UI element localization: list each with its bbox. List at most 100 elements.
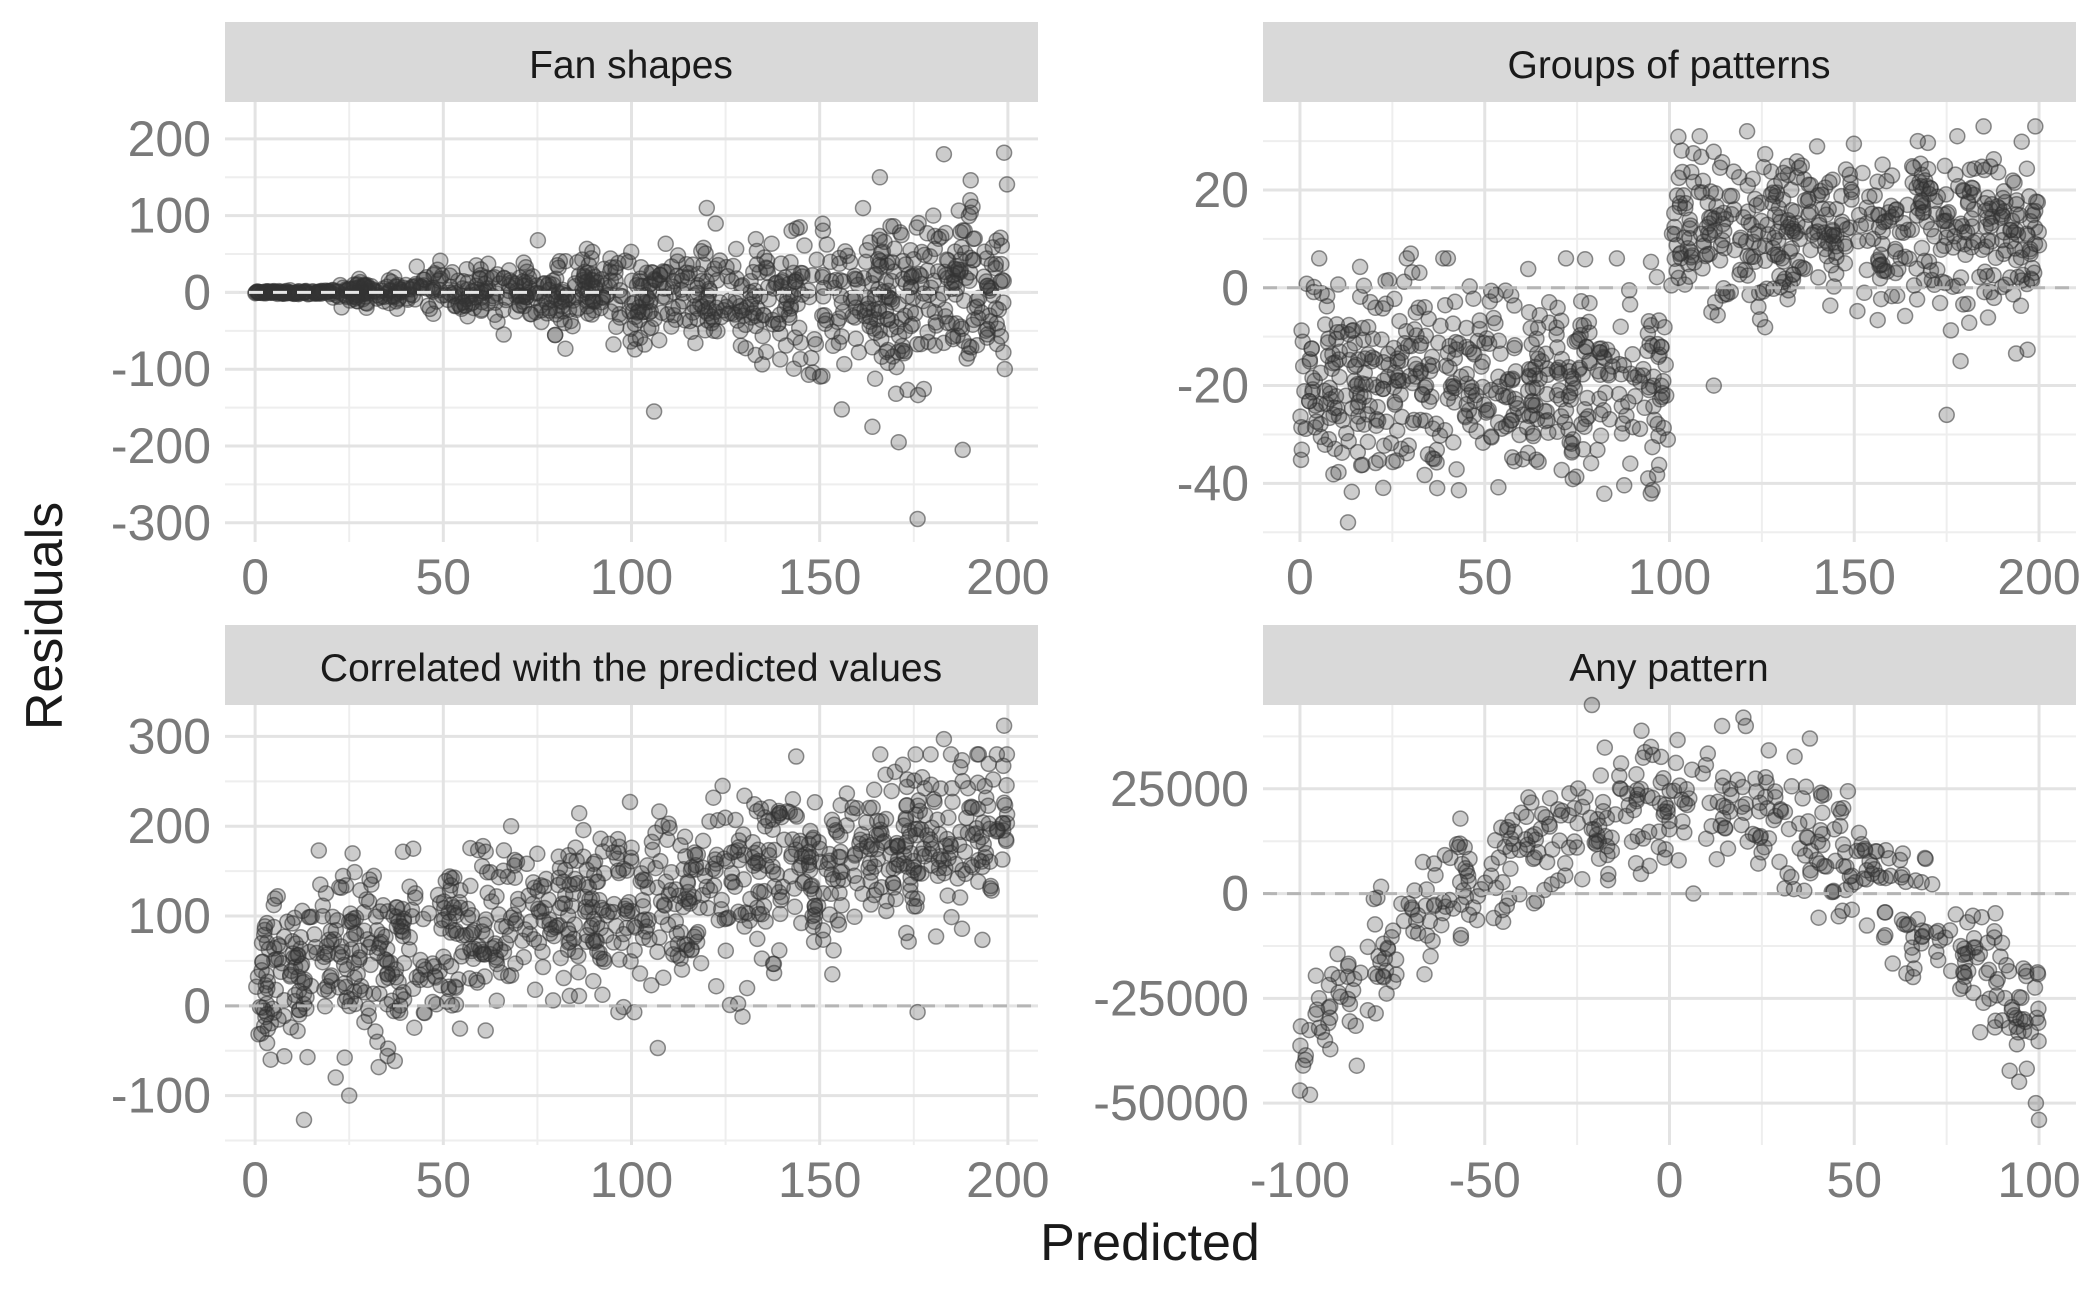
groups-of-patterns-point bbox=[1861, 188, 1878, 205]
groups-of-patterns-point bbox=[1465, 290, 1482, 307]
any-pattern-point bbox=[1729, 771, 1747, 789]
correlated-with-predicted-point bbox=[492, 941, 509, 959]
groups-of-patterns-point bbox=[1753, 212, 1770, 230]
any-pattern-point bbox=[1667, 754, 1685, 772]
groups-of-patterns-point bbox=[1642, 253, 1660, 271]
any-pattern-point bbox=[1291, 1082, 1309, 1099]
groups-of-patterns-point bbox=[1293, 441, 1311, 458]
any-pattern-point bbox=[2030, 1000, 2047, 1018]
any-pattern-point bbox=[1708, 850, 1726, 868]
correlated-with-predicted-point bbox=[749, 841, 767, 859]
fan-shapes-point bbox=[962, 172, 979, 189]
groups-of-patterns-point bbox=[1960, 314, 1978, 332]
groups-of-patterns-point bbox=[1825, 226, 1843, 244]
panel-fan-shapes-title: Fan shapes bbox=[529, 44, 733, 87]
correlated-with-predicted-point bbox=[515, 948, 533, 966]
groups-of-patterns-point bbox=[1612, 318, 1629, 335]
groups-of-patterns-point bbox=[1610, 385, 1628, 403]
any-pattern-point bbox=[1913, 922, 1931, 939]
fan-shapes-point bbox=[415, 271, 432, 288]
groups-of-patterns-point bbox=[1359, 346, 1377, 363]
fan-shapes-point bbox=[788, 220, 805, 237]
any-pattern-point bbox=[1502, 860, 1519, 877]
any-pattern-point bbox=[1416, 965, 1433, 983]
fan-shapes-y-tick-label: 200 bbox=[128, 111, 211, 167]
correlated-with-predicted-x-tick-label: 150 bbox=[778, 1152, 861, 1208]
any-pattern-point bbox=[1760, 742, 1778, 759]
panel-groups-of-patterns-title: Groups of patterns bbox=[1507, 44, 1830, 87]
any-pattern-point bbox=[1843, 901, 1861, 918]
fan-shapes-point bbox=[796, 237, 813, 254]
fan-shapes-point bbox=[777, 337, 795, 354]
any-pattern-point bbox=[1942, 962, 1960, 980]
groups-of-patterns-point bbox=[1871, 257, 1888, 274]
any-pattern-point bbox=[1561, 785, 1578, 802]
correlated-with-predicted-point bbox=[649, 1039, 667, 1057]
fan-shapes-point bbox=[281, 282, 299, 299]
groups-of-patterns-point bbox=[1703, 209, 1720, 226]
groups-of-patterns-point bbox=[1931, 294, 1949, 312]
any-pattern-point bbox=[1344, 982, 1362, 999]
fan-shapes-point bbox=[754, 327, 771, 345]
groups-of-patterns-point bbox=[1859, 232, 1876, 249]
groups-of-patterns-point bbox=[1950, 177, 1967, 195]
correlated-with-predicted-point bbox=[865, 781, 883, 799]
any-pattern-point bbox=[1573, 870, 1591, 888]
correlated-with-predicted-point bbox=[365, 867, 383, 885]
correlated-with-predicted-point bbox=[605, 934, 622, 951]
correlated-with-predicted-point bbox=[707, 977, 725, 995]
any-pattern-point bbox=[1523, 794, 1540, 811]
groups-of-patterns-point bbox=[1810, 269, 1827, 286]
groups-of-patterns-point bbox=[1891, 223, 1909, 241]
fan-shapes-y-tick-label: 0 bbox=[183, 264, 211, 320]
any-pattern-point bbox=[1714, 777, 1731, 794]
any-pattern-point bbox=[1313, 1023, 1331, 1041]
any-pattern-point bbox=[1906, 960, 1923, 977]
any-pattern-point bbox=[1699, 745, 1717, 762]
groups-of-patterns-point bbox=[1849, 302, 1866, 320]
panel-fan-shapes: Fan shapes 0 50 100 150 200 200 100 0 -100 -200 -3… bbox=[111, 22, 1050, 605]
correlated-with-predicted-point bbox=[727, 811, 744, 829]
correlated-with-predicted-point bbox=[406, 1019, 423, 1036]
groups-of-patterns-point bbox=[1965, 186, 1983, 204]
groups-of-patterns-point bbox=[2018, 225, 2036, 242]
any-pattern-point bbox=[1815, 786, 1833, 803]
correlated-with-predicted-point bbox=[670, 887, 688, 905]
any-pattern-point bbox=[1632, 865, 1650, 883]
correlated-with-predicted-y-tick-label: 100 bbox=[128, 888, 211, 944]
fan-shapes-point bbox=[851, 303, 869, 320]
fan-shapes-point bbox=[867, 324, 884, 342]
correlated-with-predicted-point bbox=[750, 905, 768, 923]
correlated-with-predicted-point bbox=[953, 920, 971, 938]
groups-of-patterns-point bbox=[1642, 485, 1660, 502]
correlated-with-predicted-point bbox=[714, 777, 731, 795]
fan-shapes-point bbox=[962, 204, 979, 221]
fan-shapes-point bbox=[949, 265, 966, 282]
correlated-with-predicted-y-tick-label: -100 bbox=[111, 1068, 211, 1124]
fan-shapes-point bbox=[690, 265, 708, 283]
fan-shapes-point bbox=[899, 381, 916, 399]
any-pattern-point bbox=[1541, 789, 1559, 807]
correlated-with-predicted-point bbox=[643, 976, 660, 994]
fan-shapes-point bbox=[381, 282, 399, 299]
any-pattern-point bbox=[1656, 849, 1673, 866]
any-pattern-point bbox=[1642, 738, 1660, 756]
any-pattern-point bbox=[1794, 790, 1811, 807]
any-pattern-point bbox=[1965, 984, 1982, 1002]
correlated-with-predicted-point bbox=[749, 930, 766, 948]
correlated-with-predicted-point bbox=[844, 799, 861, 816]
fan-shapes-point bbox=[894, 252, 912, 270]
any-pattern-point bbox=[1634, 830, 1652, 847]
correlated-with-predicted-point bbox=[634, 891, 651, 909]
fan-shapes-point bbox=[707, 215, 724, 232]
groups-of-patterns-point bbox=[1292, 408, 1309, 425]
fan-shapes-point bbox=[834, 303, 852, 320]
fan-shapes-point bbox=[705, 322, 723, 340]
correlated-with-predicted-point bbox=[977, 789, 995, 807]
groups-of-patterns-point bbox=[1566, 333, 1584, 350]
any-pattern-point bbox=[1405, 923, 1422, 940]
fan-shapes-x-tick-label: 150 bbox=[778, 549, 861, 605]
correlated-with-predicted-point bbox=[868, 881, 885, 899]
correlated-with-predicted-point bbox=[644, 841, 661, 859]
groups-of-patterns-point bbox=[1506, 339, 1523, 357]
